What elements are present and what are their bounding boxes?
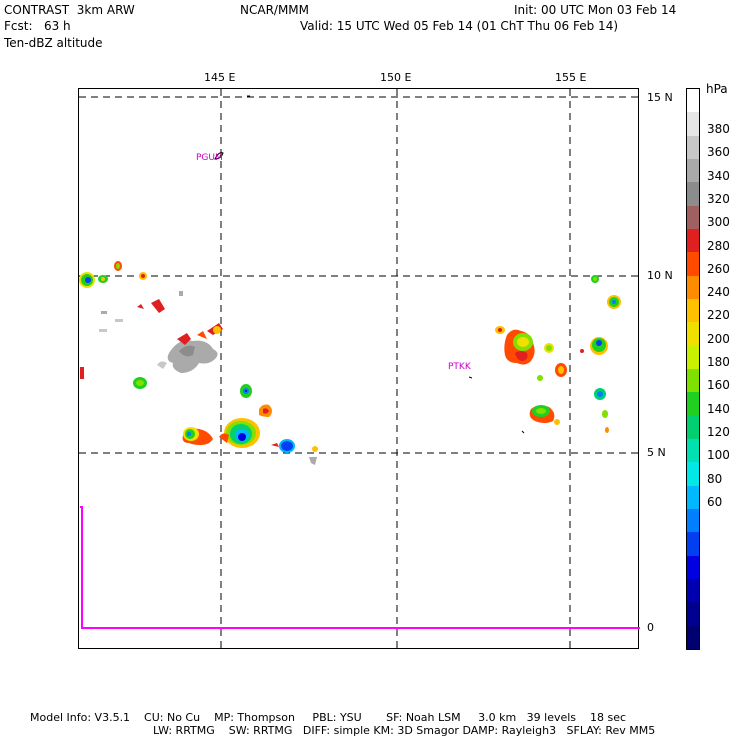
lat-label-10n: 10 N bbox=[647, 269, 673, 282]
init-time: Init: 00 UTC Mon 03 Feb 14 bbox=[514, 3, 677, 17]
legend-label: 140 bbox=[707, 401, 730, 416]
color-legend bbox=[686, 88, 700, 650]
legend-swatch bbox=[687, 509, 699, 533]
echo-cell-south-small bbox=[309, 446, 318, 465]
echo-cell-east-south bbox=[529, 405, 555, 423]
legend-label: 200 bbox=[707, 331, 730, 346]
legend-label: 220 bbox=[707, 308, 730, 323]
institution-label: NCAR/MMM bbox=[240, 3, 310, 17]
echo-cells bbox=[79, 261, 621, 465]
forecast-hour: Fcst: 63 h bbox=[4, 19, 71, 33]
echo-cell-orange-red bbox=[259, 404, 272, 417]
legend-swatch bbox=[687, 439, 699, 463]
legend-swatch bbox=[687, 182, 699, 207]
profile-axis-zero: 0 bbox=[647, 621, 654, 634]
legend-swatch bbox=[687, 555, 699, 580]
lon-label-155: 155 E bbox=[555, 71, 587, 84]
station-label-pgum: PGUM bbox=[196, 153, 223, 163]
island-outlines bbox=[214, 95, 525, 434]
legend-label: 180 bbox=[707, 355, 730, 369]
echo-cell-north-a bbox=[114, 261, 122, 271]
echo-cell-south-big bbox=[219, 418, 260, 448]
pohnpei-outline bbox=[468, 376, 473, 379]
legend-swatch bbox=[687, 159, 699, 183]
echo-grey-debris bbox=[99, 291, 183, 332]
echo-cell-south-blue bbox=[271, 439, 295, 453]
legend-swatch bbox=[687, 392, 699, 417]
echo-cell-east-8n bbox=[590, 337, 608, 355]
legend-swatch bbox=[687, 345, 699, 370]
echo-cell-east-10n bbox=[591, 275, 599, 283]
cross-section-line bbox=[80, 506, 640, 629]
legend-swatch bbox=[687, 275, 699, 300]
echo-cell-red-streak bbox=[137, 299, 165, 313]
echo-cell-isolated-green bbox=[133, 377, 147, 389]
lat-lon-grid bbox=[79, 89, 640, 650]
legend-swatch bbox=[687, 602, 699, 627]
legend-swatch bbox=[687, 532, 699, 557]
legend-label: 300 bbox=[707, 215, 730, 230]
legend-swatch bbox=[687, 229, 699, 253]
legend-swatch bbox=[687, 462, 699, 487]
field-name: Ten-dBZ altitude bbox=[4, 36, 103, 50]
legend-label: 340 bbox=[707, 168, 730, 183]
model-title: CONTRAST 3km ARW bbox=[4, 3, 135, 17]
legend-label: 100 bbox=[707, 448, 730, 463]
legend-label: 380 bbox=[707, 122, 730, 136]
legend-swatch bbox=[687, 135, 699, 160]
echo-cell-east-south-b bbox=[554, 410, 609, 433]
legend-swatch bbox=[687, 252, 699, 277]
echo-cell-east-mid bbox=[555, 363, 567, 377]
legend-label: 360 bbox=[707, 145, 730, 160]
echo-stratiform-center bbox=[157, 323, 223, 373]
model-info-line1: Model Info: V3.5.1 CU: No Cu MP: Thompso… bbox=[30, 711, 627, 724]
island-outline-east bbox=[521, 430, 525, 434]
map-panel bbox=[78, 88, 640, 650]
legend-swatch bbox=[687, 485, 699, 510]
echo-cell-south-a bbox=[182, 427, 213, 445]
legend-swatch bbox=[687, 89, 699, 113]
guam-outline bbox=[214, 152, 224, 160]
lon-label-150: 150 E bbox=[380, 71, 412, 84]
legend-swatch bbox=[687, 299, 699, 323]
lon-label-145: 145 E bbox=[204, 71, 236, 84]
legend-label: 160 bbox=[707, 378, 730, 393]
legend-label: 320 bbox=[707, 191, 730, 206]
legend-swatch bbox=[687, 579, 699, 603]
echo-cell-east-small-b bbox=[580, 349, 584, 353]
echo-cell-east-mid-c bbox=[594, 388, 606, 400]
legend-swatch bbox=[687, 112, 699, 137]
legend-label: 60 bbox=[707, 494, 723, 509]
echo-cell-west-10n-b bbox=[98, 275, 108, 283]
legend-swatch bbox=[687, 205, 699, 230]
valid-time: Valid: 15 UTC Wed 05 Feb 14 (01 ChT Thu … bbox=[300, 19, 619, 33]
station-label-ptkk: PTKK bbox=[448, 362, 471, 372]
map-canvas bbox=[79, 89, 640, 650]
lat-label-15n: 15 N bbox=[647, 91, 673, 104]
echo-cell-east-9n bbox=[607, 295, 621, 309]
legend-swatch bbox=[687, 415, 699, 440]
echo-cell-east-small-a bbox=[544, 343, 554, 353]
echo-cell-left-edge bbox=[80, 367, 84, 379]
echo-cell-east-pohnpei-west bbox=[495, 326, 505, 334]
legend-swatch bbox=[687, 322, 699, 347]
echo-cell-west-10n bbox=[79, 272, 95, 288]
legend-label: 120 bbox=[707, 424, 730, 439]
legend-unit: hPa bbox=[706, 82, 728, 96]
echo-cell-near-guam-south bbox=[240, 384, 252, 398]
lat-label-5n: 5 N bbox=[647, 446, 666, 459]
legend-label: 280 bbox=[707, 238, 730, 253]
echo-cell-east-mid-b bbox=[537, 375, 543, 381]
legend-label: 80 bbox=[707, 471, 723, 486]
legend-label: 260 bbox=[707, 261, 730, 276]
legend-label: 240 bbox=[707, 285, 730, 300]
model-info-line2: LW: RRTMG SW: RRTMG DIFF: simple KM: 3D … bbox=[153, 724, 656, 737]
legend-swatch bbox=[687, 369, 699, 393]
echo-cell-east-big bbox=[504, 329, 535, 365]
legend-swatch bbox=[687, 625, 699, 650]
echo-cell-north-b bbox=[139, 272, 147, 280]
